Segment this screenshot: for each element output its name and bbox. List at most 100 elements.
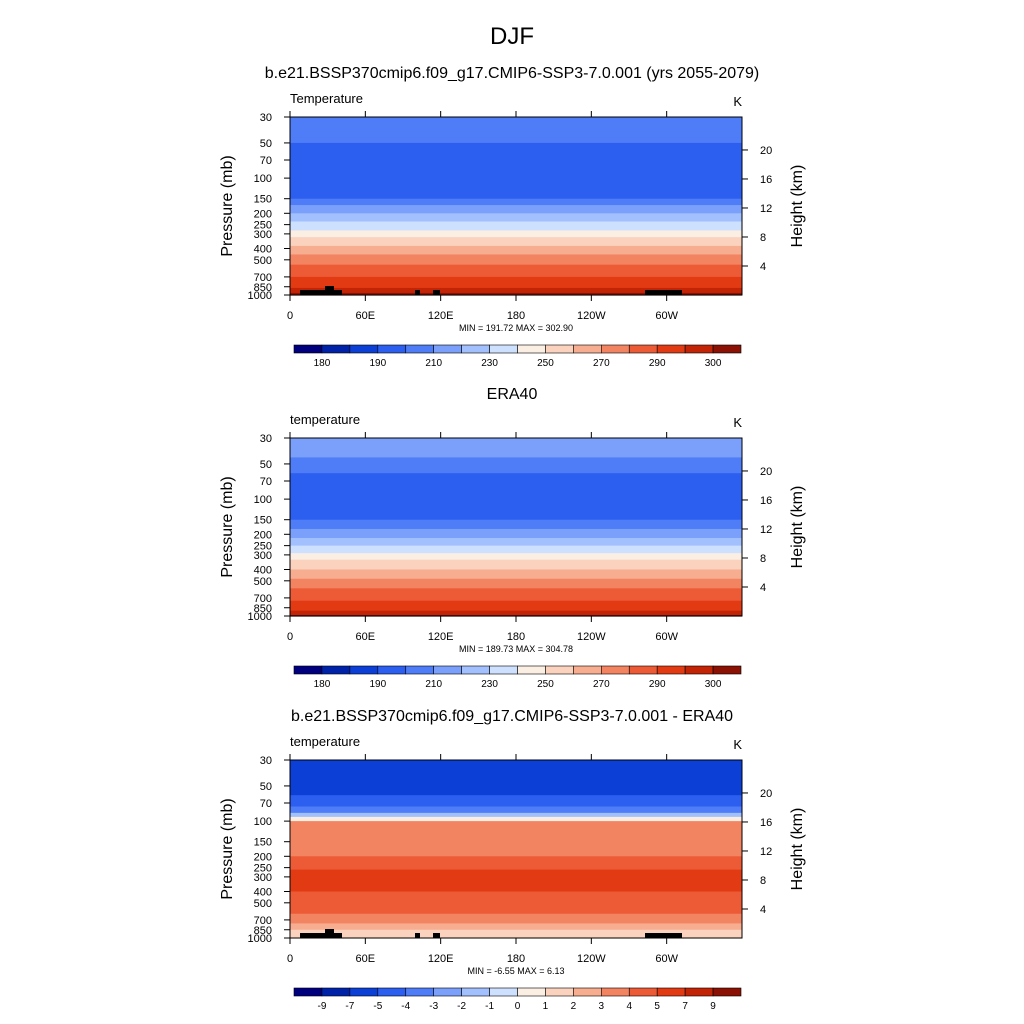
x-tick-label: 60E <box>356 953 376 965</box>
colorbar-swatch <box>377 987 407 997</box>
colorbar-swatch <box>377 344 407 354</box>
colorbar-label: -1 <box>485 1001 494 1012</box>
colorbar-label: 180 <box>314 358 331 369</box>
colorbar-swatch <box>433 987 462 997</box>
colorbar-swatch <box>321 344 351 354</box>
panel-units: K <box>733 737 742 752</box>
contour-band <box>290 816 742 822</box>
colorbar-swatch <box>405 344 434 354</box>
colorbar-swatch <box>321 665 351 675</box>
contour-band <box>290 569 742 580</box>
colorbar-swatch <box>628 344 658 354</box>
colorbar-label: 190 <box>369 679 386 690</box>
colorbar-label: 290 <box>649 358 666 369</box>
colorbar-swatch <box>712 665 742 675</box>
x-tick-label: 60E <box>356 310 376 322</box>
height-tick-label: 4 <box>760 904 766 916</box>
contour-band <box>290 117 742 139</box>
contour-band <box>290 230 742 238</box>
contour-band <box>290 913 742 924</box>
contour-band <box>290 473 742 509</box>
x-tick-label: 120E <box>428 310 454 322</box>
y-tick-label: 250 <box>254 220 272 232</box>
y-tick-label: 700 <box>254 593 272 605</box>
stats-text: MIN = 189.73 MAX = 304.78 <box>459 644 573 654</box>
contour-band <box>290 559 742 571</box>
colorbar-swatch <box>601 344 630 354</box>
colorbar-swatch <box>293 987 323 997</box>
y-tick-label: 70 <box>260 798 272 810</box>
contour-band <box>290 519 742 530</box>
colorbar-swatch <box>712 344 742 354</box>
x-tick-label: 60W <box>655 631 678 643</box>
x-tick-label: 180 <box>507 310 525 322</box>
contour-band <box>290 821 742 857</box>
colorbar-label: 290 <box>649 679 666 690</box>
contour-band <box>290 198 742 206</box>
height-tick-label: 20 <box>760 788 772 800</box>
contour-band <box>290 142 742 184</box>
colorbar-swatch <box>656 344 686 354</box>
height-tick-label: 8 <box>760 553 766 565</box>
x-tick-label: 0 <box>287 631 293 643</box>
contour-band <box>290 528 742 539</box>
colorbar-swatch <box>628 987 658 997</box>
x-tick-label: 60W <box>655 310 678 322</box>
topography <box>415 290 420 295</box>
colorbar-swatch <box>656 987 686 997</box>
colorbar-swatch <box>517 987 546 997</box>
x-tick-label: 120W <box>577 310 606 322</box>
colorbar-swatch <box>405 665 434 675</box>
y-tick-label: 250 <box>254 863 272 875</box>
contour-band <box>290 205 742 214</box>
colorbar-swatch <box>405 987 434 997</box>
height-tick-label: 20 <box>760 145 772 157</box>
colorbar-swatch <box>573 987 602 997</box>
y-tick-label: 1000 <box>248 933 272 945</box>
contour-band <box>290 553 742 561</box>
colorbar-swatch <box>461 665 490 675</box>
colorbar-swatch <box>712 987 742 997</box>
contour-band <box>290 795 742 808</box>
y-axis-label: Pressure (mb) <box>219 155 236 256</box>
colorbar-label: 3 <box>599 1001 605 1012</box>
y-tick-label: 50 <box>260 781 272 793</box>
contour-band <box>290 929 742 939</box>
y-axis-label-right: Height (km) <box>789 808 806 891</box>
colorbar-swatch <box>293 344 323 354</box>
colorbar-swatch <box>628 665 658 675</box>
colorbar-swatch <box>349 665 379 675</box>
y-tick-label: 250 <box>254 541 272 553</box>
y-tick-label: 200 <box>254 851 272 863</box>
y-axis-label: Pressure (mb) <box>219 798 236 899</box>
y-tick-label: 400 <box>254 243 272 255</box>
y-tick-label: 200 <box>254 208 272 220</box>
contour-band <box>290 537 742 547</box>
y-tick-label: 150 <box>254 515 272 527</box>
colorbar-label: 210 <box>425 358 442 369</box>
topography <box>415 933 420 938</box>
colorbar-swatch <box>433 665 462 675</box>
colorbar-label: 230 <box>481 358 498 369</box>
contour-band <box>290 245 742 256</box>
y-axis-label-right: Height (km) <box>789 165 806 248</box>
colorbar-label: 9 <box>710 1001 716 1012</box>
y-tick-label: 30 <box>260 112 272 124</box>
height-tick-label: 12 <box>760 203 772 215</box>
colorbar-label: 7 <box>682 1001 688 1012</box>
y-tick-label: 400 <box>254 886 272 898</box>
contour-band <box>290 287 742 294</box>
height-tick-label: 8 <box>760 875 766 887</box>
contour-band <box>290 600 742 612</box>
height-tick-label: 4 <box>760 261 766 273</box>
contour-band <box>290 137 742 144</box>
x-tick-label: 120W <box>577 953 606 965</box>
colorbar-label: -5 <box>373 1001 382 1012</box>
contour-band <box>290 578 742 589</box>
panel-1: b.e21.BSSP370cmip6.f09_g17.CMIP6-SSP3-7.… <box>219 65 806 369</box>
y-tick-label: 100 <box>254 173 272 185</box>
y-tick-label: 30 <box>260 755 272 767</box>
y-tick-label: 400 <box>254 564 272 576</box>
topography <box>330 933 342 938</box>
